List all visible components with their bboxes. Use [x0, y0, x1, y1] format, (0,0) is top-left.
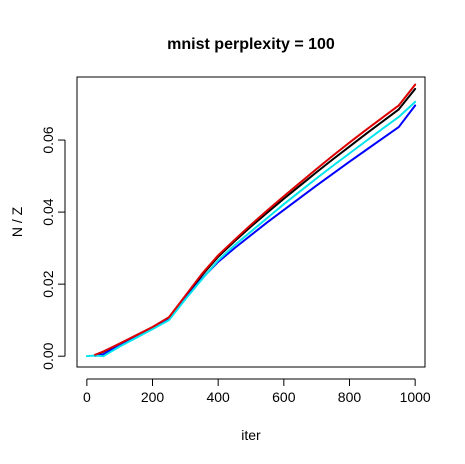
series-line-2 — [94, 104, 417, 357]
chart-title: mnist perplexity = 100 — [167, 36, 335, 53]
x-tick-label: 1000 — [400, 389, 431, 405]
y-axis: 0.00 0.02 0.04 0.06 — [40, 126, 66, 370]
series-line-3 — [85, 100, 417, 358]
x-tick-label: 800 — [338, 389, 362, 405]
x-axis: 0 200 400 600 800 1000 — [83, 378, 431, 405]
y-tick-label: 0.02 — [40, 270, 56, 297]
x-tick-label: 200 — [141, 389, 165, 405]
x-axis-label: iter — [241, 427, 261, 443]
y-axis-label: N / Z — [9, 206, 25, 237]
x-tick-label: 600 — [272, 389, 296, 405]
y-tick-label: 0.04 — [40, 198, 56, 225]
y-tick-label: 0.00 — [40, 342, 56, 369]
x-tick-label: 400 — [206, 389, 230, 405]
series-line-4 — [94, 83, 417, 356]
plot-frame — [76, 76, 426, 368]
y-tick-label: 0.06 — [40, 126, 56, 153]
x-tick-label: 0 — [83, 389, 91, 405]
series-layer — [85, 83, 417, 358]
